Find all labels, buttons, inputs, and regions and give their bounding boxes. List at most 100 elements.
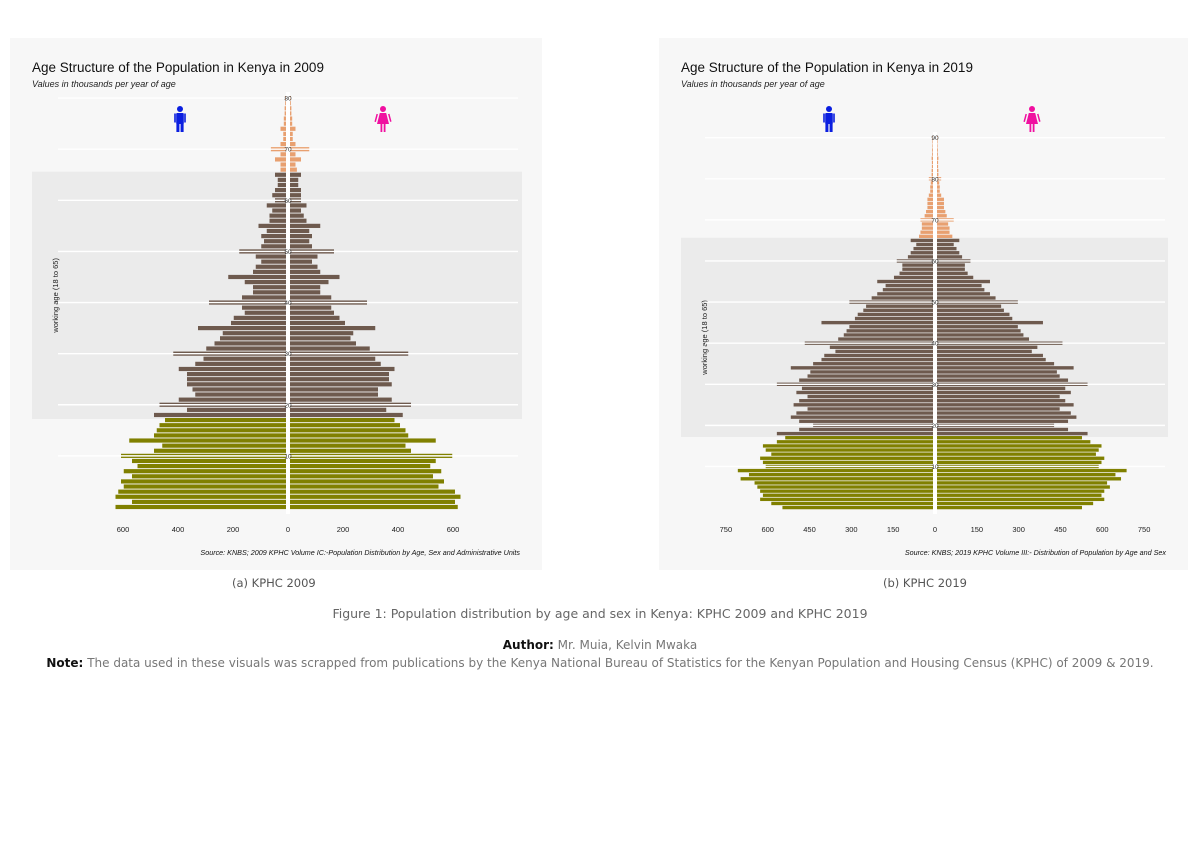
female-bar <box>937 415 1077 419</box>
female-bar <box>937 185 940 189</box>
male-bar <box>242 295 286 300</box>
male-bar <box>154 412 286 418</box>
male-bar <box>854 316 933 321</box>
age-tick-label: 70 <box>931 217 939 224</box>
male-bar <box>771 501 933 506</box>
value-tick-label: 750 <box>720 525 733 534</box>
age-tick-label: 20 <box>931 423 939 430</box>
male-bar <box>258 223 286 228</box>
male-bar <box>187 377 286 382</box>
male-bar <box>877 279 933 284</box>
male-bar <box>877 292 933 296</box>
pyramid-2019-panel: working age (18 to 65) 10 20 30 40 50 60 70 80 90… <box>659 38 1188 570</box>
male-bar <box>866 304 933 308</box>
male-bar <box>910 238 933 243</box>
female-bar <box>290 203 307 208</box>
chart-source: Source: KNBS; 2009 KPHC Volume IC:-Popul… <box>200 548 520 557</box>
age-tick-label: 40 <box>931 341 939 348</box>
female-bar <box>290 162 296 167</box>
value-tick-label: 150 <box>887 525 900 534</box>
age-tick-label: 60 <box>931 258 939 265</box>
female-bar <box>937 193 942 197</box>
value-tick-label: 0 <box>286 525 290 534</box>
female-bar <box>937 164 939 169</box>
female-bar <box>937 399 1066 403</box>
male-bar <box>799 399 933 403</box>
male-bar <box>807 407 933 411</box>
value-tick-label: 450 <box>1054 525 1067 534</box>
female-bar <box>937 283 982 288</box>
male-bar <box>123 484 286 489</box>
female-bar <box>937 226 950 230</box>
male-bar <box>760 489 933 493</box>
pyramid-2009-panel: working age (18 to 65) 10 20 30 40 50 60 70 80 60… <box>10 38 542 570</box>
male-bar <box>253 285 286 290</box>
male-bar <box>266 228 286 234</box>
male-bar <box>244 310 286 315</box>
female-bar <box>290 341 356 346</box>
male-bar <box>835 349 933 354</box>
female-bar <box>290 458 436 464</box>
female-bar <box>937 209 946 214</box>
female-bar <box>290 305 332 310</box>
male-bar <box>280 126 286 131</box>
female-bar <box>290 188 301 193</box>
female-bar <box>290 136 293 142</box>
male-bar <box>807 394 933 399</box>
female-bar <box>290 433 409 438</box>
male-bar <box>813 362 933 366</box>
male-bar <box>916 242 933 247</box>
female-bar <box>937 357 1046 362</box>
female-bar <box>290 234 312 239</box>
male-bar <box>932 152 933 156</box>
female-bar <box>937 156 939 160</box>
female-bar <box>290 366 395 372</box>
subfigure-caption-a: (a) KPHC 2009 <box>232 576 316 590</box>
female-bar <box>937 172 939 177</box>
female-icon <box>374 106 392 132</box>
male-bar <box>757 485 933 489</box>
age-tick-label: 70 <box>284 147 292 154</box>
male-bar <box>932 140 933 144</box>
note-line: Note: The data used in these visuals was… <box>0 656 1200 670</box>
male-bar <box>137 464 286 469</box>
female-bar <box>937 329 1021 333</box>
female-bar <box>937 386 1066 391</box>
male-bar <box>737 468 933 473</box>
male-bar <box>807 374 933 378</box>
female-bar <box>937 189 940 193</box>
female-bar <box>937 197 944 202</box>
male-bar <box>266 203 286 208</box>
male-bar <box>255 264 286 269</box>
female-bar <box>937 234 953 239</box>
male-bar <box>283 121 286 126</box>
female-bar <box>290 489 455 494</box>
note-text: The data used in these visuals was scrap… <box>87 656 1154 670</box>
female-bar <box>290 101 291 106</box>
age-tick-label: 10 <box>284 453 292 460</box>
male-bar <box>233 315 286 320</box>
male-bar <box>121 479 286 484</box>
male-bar <box>849 325 933 329</box>
female-bar <box>937 292 990 296</box>
female-bar <box>937 152 938 156</box>
male-bar <box>776 440 933 444</box>
male-bar <box>930 189 933 193</box>
male-bar <box>762 460 933 465</box>
female-bar <box>937 407 1060 411</box>
value-tick-label: 150 <box>971 525 984 534</box>
male-bar <box>132 474 286 479</box>
male-bar <box>793 403 933 407</box>
female-bar <box>290 377 389 382</box>
male-bar <box>242 305 286 310</box>
value-tick-label: 200 <box>227 525 240 534</box>
age-tick-label: 30 <box>931 382 939 389</box>
male-bar <box>931 156 933 160</box>
male-bar <box>187 382 286 387</box>
female-bar <box>937 485 1110 489</box>
age-tick-label: 90 <box>931 135 939 142</box>
female-bar <box>937 460 1102 465</box>
pyramid-2019-chart: working age (18 to 65) 10 20 30 40 50 60 70 80 90… <box>681 106 1168 534</box>
female-bar <box>937 456 1105 460</box>
male-bar <box>931 172 933 177</box>
